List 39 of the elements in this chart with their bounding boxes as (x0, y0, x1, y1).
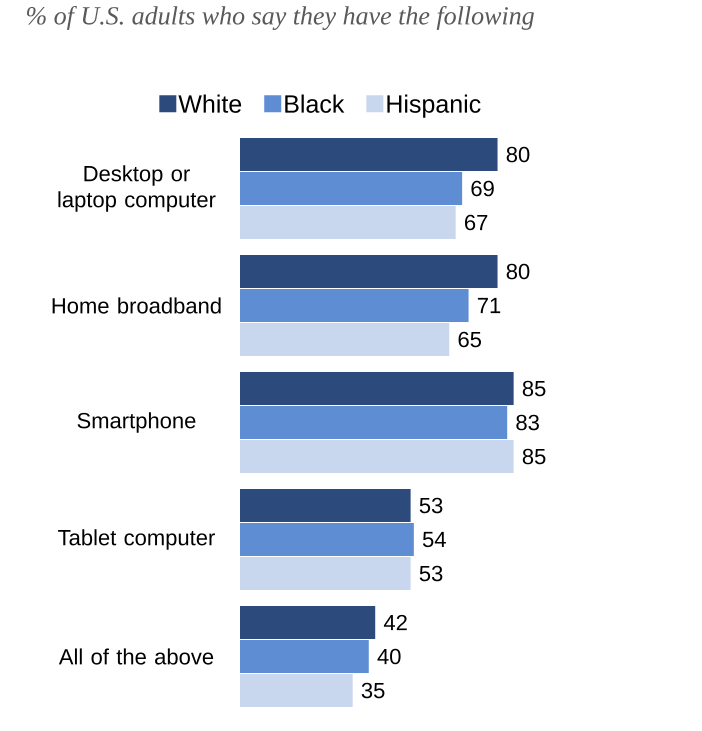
y-tick-label: Home broadband (52, 297, 221, 314)
bar (240, 206, 456, 239)
data-label: 67 (465, 214, 488, 230)
data-label: 53 (420, 498, 442, 514)
data-label: 80 (506, 146, 530, 162)
bar (240, 323, 450, 356)
data-label: 80 (506, 264, 530, 280)
y-tick-label: Desktop or laptop computer (58, 165, 216, 212)
legend-label: Hispanic (387, 94, 481, 118)
legend-label: Black (285, 94, 344, 113)
legend-label: White (178, 94, 242, 113)
data-label: 85 (522, 380, 546, 396)
bar (240, 674, 353, 708)
data-label: 71 (478, 298, 500, 314)
bar (240, 138, 498, 171)
y-tick-label: Smartphone (78, 412, 196, 433)
bar (240, 557, 411, 590)
data-label: 53 (420, 566, 442, 582)
data-label: 54 (422, 532, 446, 548)
bar (240, 523, 414, 556)
bar (240, 372, 514, 406)
chart-title: % of U.S. adults who say they have the following (27, 6, 534, 30)
bar (240, 606, 376, 640)
bar (240, 289, 469, 322)
data-label: 35 (362, 682, 384, 698)
bar (240, 489, 411, 522)
bar (240, 440, 514, 474)
data-label: 42 (384, 614, 407, 630)
data-label: 85 (522, 448, 546, 464)
bar (240, 640, 369, 674)
bar (240, 406, 508, 440)
data-label: 83 (516, 414, 539, 430)
y-tick-label: Tablet computer (58, 529, 215, 550)
bar (240, 172, 462, 206)
y-tick-label: All of the above (58, 648, 214, 665)
data-label: 69 (471, 180, 494, 196)
bar (240, 255, 498, 288)
data-label: 65 (458, 332, 481, 348)
data-label: 40 (377, 648, 401, 664)
